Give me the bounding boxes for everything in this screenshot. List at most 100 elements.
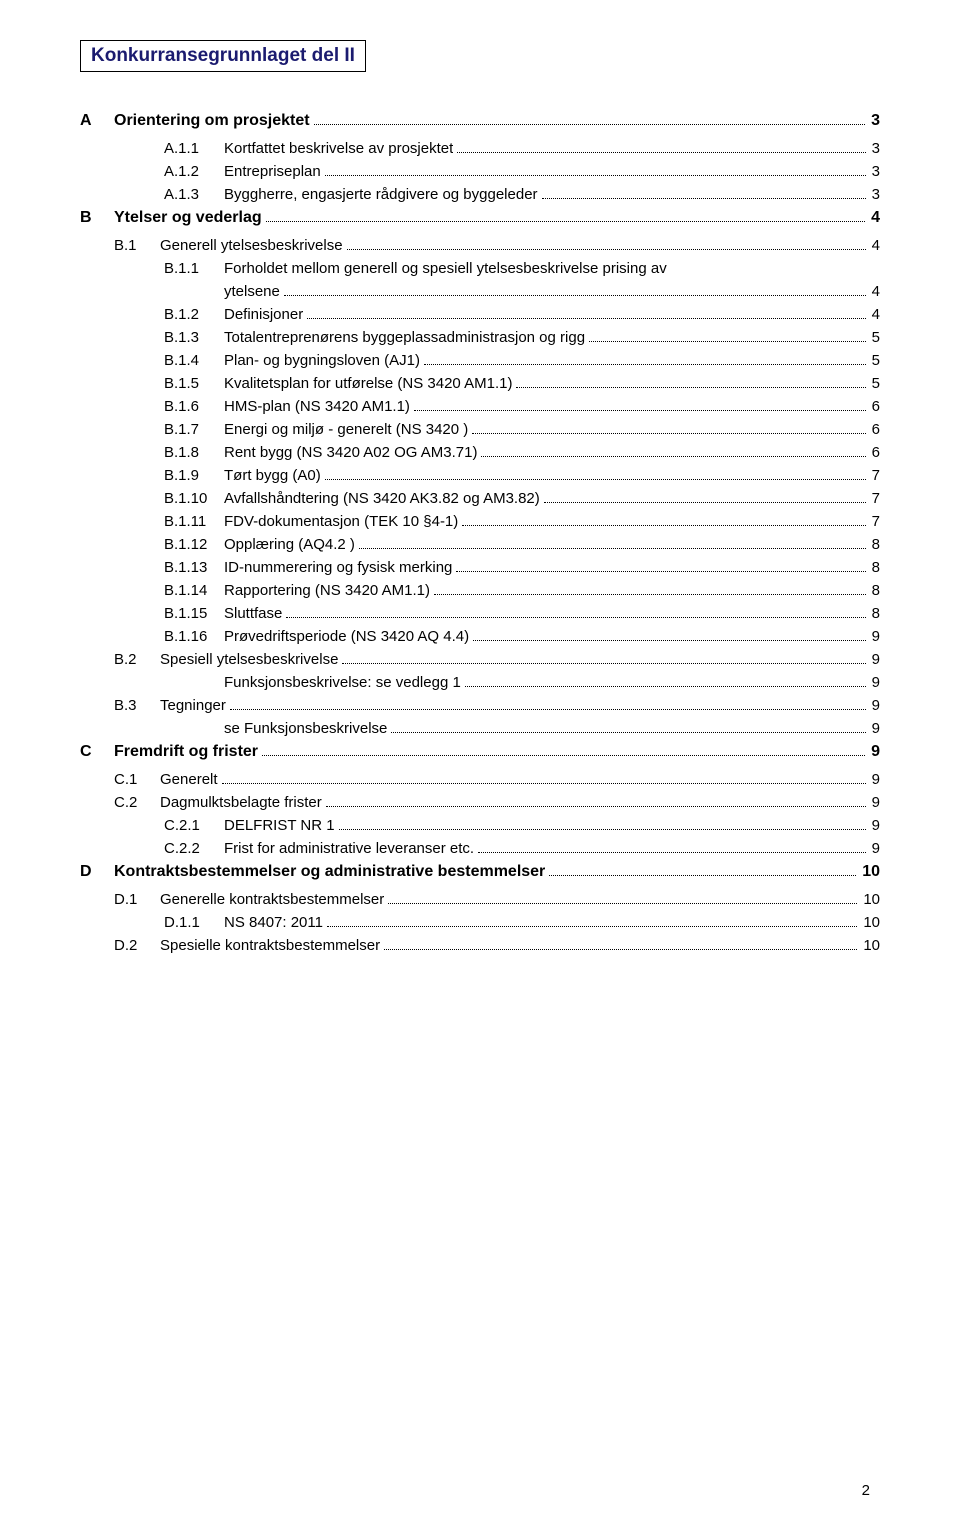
toc-leader [342,652,865,664]
toc-entry-label: Generell ytelsesbeskrivelse [160,237,343,254]
toc-leader [462,514,865,526]
toc-entry-label: Kontraktsbestemmelser og administrative … [114,863,545,881]
toc-entry-number: A.1.3 [164,186,224,203]
toc-entry-page: 3 [870,186,880,203]
title-box: Konkurransegrunnlaget del II [80,40,366,72]
toc-entry-label: Frist for administrative leveranser etc. [224,840,474,857]
toc-leader [434,583,866,595]
toc-leader [414,399,866,411]
toc-entry: BYtelser og vederlag 4 [80,209,880,227]
toc-leader [327,915,857,927]
toc-entry-page: 9 [870,720,880,737]
toc-entry-label: Definisjoner [224,306,303,323]
toc-entry: B.1.10Avfallshåndtering (NS 3420 AK3.82 … [80,490,880,507]
toc-entry-page: 3 [869,112,880,130]
toc-entry: B.1.2Definisjoner4 [80,306,880,323]
toc-entry-page: 10 [861,891,880,908]
toc-entry-number: B.1.2 [164,306,224,323]
toc-entry: C.2Dagmulktsbelagte frister9 [80,794,880,811]
toc-entry-page: 5 [870,352,880,369]
toc-entry-label: Opplæring (AQ4.2 ) [224,536,355,553]
toc-entry-number: B.1.12 [164,536,224,553]
toc-leader [388,892,857,904]
toc-entry: B.1.4Plan- og bygningsloven (AJ1)5 [80,352,880,369]
toc-entry-number: B.2 [114,651,160,668]
toc-entry-page: 3 [870,140,880,157]
toc-entry: B.1.9Tørt bygg (A0)7 [80,467,880,484]
toc-entry-page: 8 [870,536,880,553]
toc-entry-number: B.1.14 [164,582,224,599]
toc-leader [516,376,865,388]
toc-leader [472,422,865,434]
toc-entry-label: Spesiell ytelsesbeskrivelse [160,651,338,668]
toc-entry-label: Kvalitetsplan for utførelse (NS 3420 AM1… [224,375,512,392]
toc-entry-page: 9 [870,840,880,857]
toc-entry-number: C.1 [114,771,160,788]
toc-entry: B.1.5Kvalitetsplan for utførelse (NS 342… [80,375,880,392]
toc-section-letter: B [80,209,114,227]
toc-entry: D.1Generelle kontraktsbestemmelser10 [80,891,880,908]
toc-entry-page: 9 [870,817,880,834]
toc-entry-label: Ytelser og vederlag [114,209,262,227]
toc-entry-page: 9 [870,651,880,668]
document-title: Konkurransegrunnlaget del II [91,45,355,66]
toc-entry-label: ID-nummerering og fysisk merking [224,559,452,576]
toc-entry: C.2.2Frist for administrative leveranser… [80,840,880,857]
toc-entry-label: FDV-dokumentasjon (TEK 10 §4-1) [224,513,458,530]
toc-entry: B.1.13ID-nummerering og fysisk merking8 [80,559,880,576]
toc-entry-page: 7 [870,513,880,530]
toc-entry-page: 8 [870,582,880,599]
toc-entry-page: 6 [870,421,880,438]
toc-entry-number: A.1.1 [164,140,224,157]
toc-leader [307,307,865,319]
toc-entry-page: 5 [870,329,880,346]
toc-leader [589,330,866,342]
toc-entry-label: Totalentreprenørens byggeplassadministra… [224,329,585,346]
toc-leader [284,284,866,296]
toc-entry-label: NS 8407: 2011 [224,914,323,931]
toc-entry: CFremdrift og frister9 [80,743,880,761]
toc-entry: B.1.3Totalentreprenørens byggeplassadmin… [80,329,880,346]
toc-entry-page: 9 [870,771,880,788]
toc-entry-label: Kortfattet beskrivelse av prosjektet [224,140,453,157]
toc-entry: B.1.15Sluttfase8 [80,605,880,622]
toc-entry-label: se Funksjonsbeskrivelse [224,720,387,737]
toc-entry-label: Prøvedriftsperiode (NS 3420 AQ 4.4) [224,628,469,645]
toc-entry-label: Avfallshåndtering (NS 3420 AK3.82 og AM3… [224,490,540,507]
toc-leader [424,353,866,365]
toc-leader [391,721,865,733]
toc-entry-label: HMS-plan (NS 3420 AM1.1) [224,398,410,415]
toc-entry-label: Funksjonsbeskrivelse: se vedlegg 1 [224,674,461,691]
table-of-contents: AOrientering om prosjektet3A.1.1Kortfatt… [80,112,880,954]
toc-entry: B.1.11FDV-dokumentasjon (TEK 10 §4-1)7 [80,513,880,530]
toc-entry-label: Byggherre, engasjerte rådgivere og bygge… [224,186,538,203]
toc-entry-page: 10 [860,863,880,881]
toc-leader [384,938,857,950]
toc-entry-number: B.1 [114,237,160,254]
toc-entry-label: Rapportering (NS 3420 AM1.1) [224,582,430,599]
toc-entry: B.2Spesiell ytelsesbeskrivelse 9 [80,651,880,668]
toc-entry-number: B.1.6 [164,398,224,415]
toc-entry-number: C.2.1 [164,817,224,834]
toc-entry-number: B.1.8 [164,444,224,461]
toc-entry-number: B.1.13 [164,559,224,576]
toc-entry-number: D.1.1 [164,914,224,931]
toc-entry-page: 9 [870,628,880,645]
toc-entry-page: 4 [869,209,880,227]
toc-entry-label: Tørt bygg (A0) [224,467,321,484]
toc-entry-label: Energi og miljø - generelt (NS 3420 ) [224,421,468,438]
toc-entry-label: ytelsene [224,283,280,300]
toc-entry: B.1.14Rapportering (NS 3420 AM1.1) 8 [80,582,880,599]
toc-leader [457,141,865,153]
toc-leader [339,818,866,830]
toc-entry-label: Fremdrift og frister [114,743,258,761]
toc-leader [266,209,865,222]
toc-leader [326,795,866,807]
toc-entry: C.1Generelt9 [80,771,880,788]
toc-entry-number: B.1.4 [164,352,224,369]
toc-leader [473,629,866,641]
toc-entry-number: B.1.7 [164,421,224,438]
toc-entry-page: 6 [870,398,880,415]
toc-entry-page: 9 [869,743,880,761]
toc-entry-label: Tegninger [160,697,226,714]
